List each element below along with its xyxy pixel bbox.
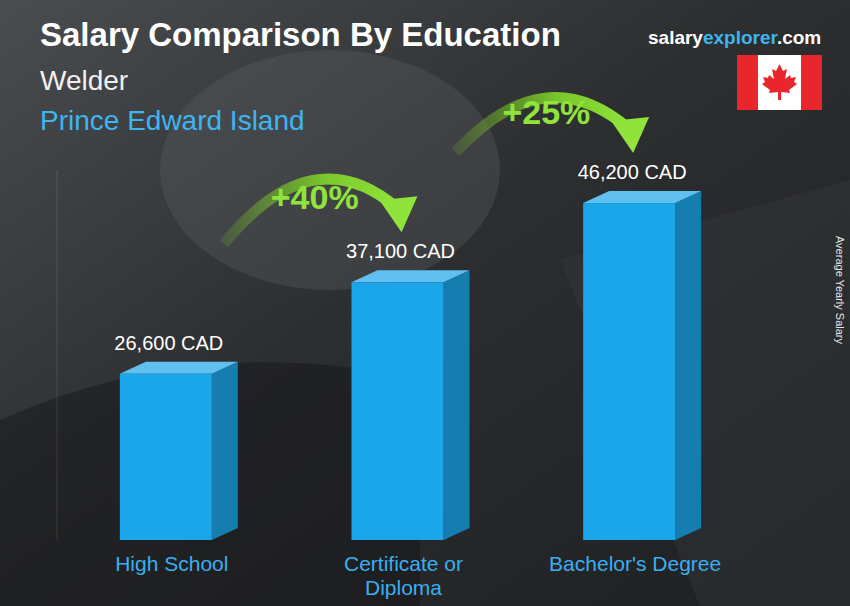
- bar-side: [444, 270, 470, 540]
- category-label-line: Bachelor's Degree: [549, 552, 721, 575]
- background-shape: [160, 50, 500, 290]
- subtitle: Prince Edward Island: [40, 105, 305, 136]
- category-label: Certificate orDiploma: [344, 552, 463, 599]
- annotation-arrow: [224, 179, 398, 244]
- background-shape: [560, 180, 850, 606]
- bar: [352, 270, 470, 540]
- bar-side: [212, 362, 238, 540]
- background: [0, 0, 850, 606]
- bars: [120, 191, 701, 540]
- bar-top: [352, 270, 470, 282]
- bar-top: [120, 362, 238, 374]
- y-axis-label: Average Yearly Salary: [834, 236, 846, 345]
- bar-front: [583, 203, 675, 540]
- annotation: +40%: [271, 178, 359, 216]
- data-label: 46,200 CAD: [578, 161, 687, 183]
- flag: [737, 55, 822, 110]
- chart: 26,600 CAD 37,100 CAD 46,200 CAD High Schoo…: [0, 0, 850, 606]
- annotation-arrowhead: [611, 117, 649, 153]
- category-label-line: Diploma: [365, 576, 442, 599]
- category-label-line: High School: [115, 552, 228, 575]
- y-axis-line: [57, 170, 58, 540]
- title: Salary Comparison By Education: [40, 16, 561, 53]
- source-part: salary: [648, 27, 703, 48]
- flag-red: [737, 55, 758, 110]
- category-label: High School: [115, 552, 228, 575]
- subtitle: Welder: [40, 65, 128, 96]
- category-label: Bachelor's Degree: [549, 552, 721, 575]
- data-label: 26,600 CAD: [114, 332, 223, 354]
- bar: [583, 191, 701, 540]
- bar: [120, 362, 238, 540]
- annotation-arrowhead: [380, 196, 418, 232]
- bar-front: [352, 282, 444, 540]
- bar-side: [675, 191, 701, 540]
- annotation: +25%: [502, 93, 590, 131]
- flag-white: [737, 55, 822, 110]
- bar-front: [120, 374, 212, 540]
- source-part: explorer: [703, 27, 779, 48]
- flag-red: [801, 55, 822, 110]
- category-label-line: Certificate or: [344, 552, 463, 575]
- flag-leaf: [762, 64, 797, 100]
- source-part: .com: [777, 27, 821, 48]
- bar-top: [583, 191, 701, 203]
- data-label: 37,100 CAD: [346, 240, 455, 262]
- source: salaryexplorer.com: [648, 27, 821, 48]
